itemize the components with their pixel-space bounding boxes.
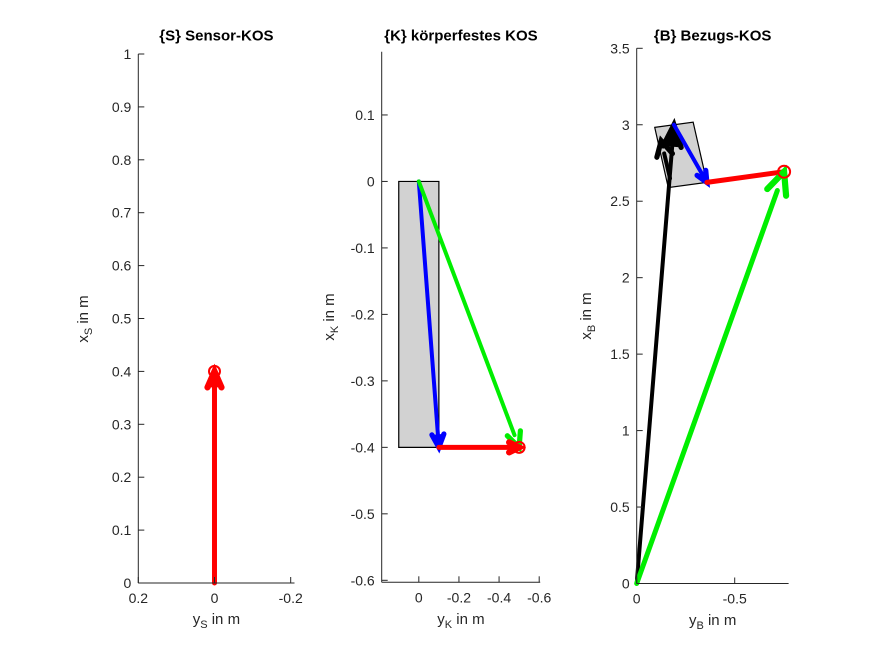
y-tick-label: 0.1 bbox=[112, 522, 132, 538]
y-tick-label: -0.3 bbox=[351, 373, 375, 389]
ylabel-unit: in m bbox=[578, 292, 595, 325]
xlabel-sub: B bbox=[696, 620, 704, 632]
ylabel-var: x bbox=[75, 334, 92, 343]
y-tick-label: 0.3 bbox=[112, 416, 132, 432]
xlabel-sub: S bbox=[200, 619, 208, 631]
target-resultant-arrow-shaft bbox=[416, 179, 517, 438]
ylabel-sub: K bbox=[329, 325, 341, 334]
y-tick-label: -0.5 bbox=[351, 506, 375, 522]
vehicle-heading-arrow bbox=[654, 135, 676, 181]
sensor-mount-arrow-shaft bbox=[671, 122, 705, 177]
subplot-b-ylabel: xB in m bbox=[578, 292, 598, 339]
y-tick-label: -0.1 bbox=[351, 240, 375, 256]
y-tick-label: 0 bbox=[124, 575, 132, 591]
target-resultant-arrow bbox=[634, 164, 790, 586]
y-tick-label: 2 bbox=[622, 270, 630, 286]
sensor-measurement-arrow bbox=[704, 169, 787, 185]
x-tick-label: 0 bbox=[415, 589, 423, 605]
vehicle-heading-arrow-head bbox=[654, 135, 676, 160]
target-marker bbox=[777, 164, 792, 179]
y-tick-label: 1.5 bbox=[610, 346, 630, 362]
vehicle-heading-arrow-shaft bbox=[662, 151, 673, 181]
ylabel-unit: in m bbox=[75, 294, 92, 328]
y-tick-label: 1 bbox=[124, 46, 132, 62]
subplot-s-xlabel: yS in m bbox=[193, 611, 240, 631]
subplot-S: 00.10.20.30.40.50.60.70.80.910.2 0 -0.2 bbox=[112, 46, 303, 606]
subplot-k-ylabel: xK in m bbox=[321, 293, 341, 340]
subplot-s-title: {S} Sensor-KOS bbox=[159, 27, 274, 45]
x-tick-label: 0 bbox=[211, 590, 219, 606]
sensor-measurement-arrow-head bbox=[506, 439, 527, 456]
y-tick-label: -0.6 bbox=[351, 572, 375, 588]
subplot-b-title: {B} Bezugs-KOS bbox=[653, 27, 772, 45]
y-tick-label: 0.8 bbox=[112, 152, 132, 168]
target-resultant-arrow-shaft bbox=[634, 188, 780, 586]
ylabel-var: x bbox=[321, 333, 338, 341]
y-tick-label: 0.5 bbox=[112, 311, 132, 327]
xlabel-var: y bbox=[192, 611, 201, 628]
y-tick-label: -0.2 bbox=[351, 306, 375, 322]
x-tick-label: -0.4 bbox=[487, 589, 511, 605]
sensor-measurement-arrow bbox=[436, 439, 527, 456]
y-tick-label: 1 bbox=[622, 423, 630, 439]
y-tick-label: 0.4 bbox=[112, 363, 132, 379]
y-tick-label: 3.5 bbox=[610, 40, 630, 56]
xlabel-var: y bbox=[437, 611, 445, 628]
y-tick-label: 0.5 bbox=[610, 499, 630, 515]
x-tick-label: -0.5 bbox=[723, 591, 747, 607]
xlabel-unit: in m bbox=[452, 611, 485, 628]
subplot-K: 0.1 0 -0.1 -0.2 -0.3 -0.4 -0.5 -0.6 0 -0.2 -0.4 -0.… bbox=[351, 51, 551, 605]
y-tick-label: 0.7 bbox=[112, 205, 132, 221]
x-tick-label: 0 bbox=[633, 591, 641, 607]
y-tick-label: 0.2 bbox=[112, 469, 132, 485]
y-tick-label: 0 bbox=[367, 173, 375, 189]
x-tick-label: -0.6 bbox=[527, 589, 551, 605]
target-marker bbox=[207, 364, 221, 378]
xlabel-var: y bbox=[688, 612, 697, 629]
sensor-mount-arrow-shaft bbox=[416, 179, 441, 439]
subplot-s-ylabel: xS in m bbox=[75, 295, 95, 342]
subplot-k-xlabel: yK in m bbox=[437, 611, 484, 631]
x-tick-label: 0.2 bbox=[129, 590, 149, 606]
ylabel-sub: B bbox=[586, 324, 598, 333]
ylabel-unit: in m bbox=[321, 293, 338, 326]
y-tick-label: 2.5 bbox=[610, 193, 630, 209]
sensor-measurement-arrow-shaft bbox=[704, 169, 787, 185]
x-tick-label: -0.2 bbox=[447, 589, 471, 605]
vehicle-position-arrow-shaft bbox=[634, 142, 675, 586]
subplot-B: 0 0.5 1 1.5 2 2.5 3 3.5 0 -0.5 bbox=[610, 40, 792, 607]
sensor-measurement-arrow-head bbox=[204, 363, 225, 391]
subplot-b-xlabel: yB in m bbox=[689, 612, 736, 632]
y-tick-label: -0.4 bbox=[351, 439, 375, 455]
ylabel-sub: S bbox=[83, 327, 95, 335]
ylabel-var: x bbox=[578, 332, 595, 340]
y-tick-label: 0.1 bbox=[355, 107, 375, 123]
y-tick-label: 0.9 bbox=[112, 99, 132, 115]
xlabel-unit: in m bbox=[207, 611, 241, 628]
xlabel-sub: K bbox=[444, 619, 453, 631]
target-resultant-arrow-head bbox=[764, 164, 790, 199]
xlabel-unit: in m bbox=[703, 612, 737, 629]
target-marker bbox=[512, 440, 526, 454]
y-tick-label: 0.6 bbox=[112, 258, 132, 274]
x-tick-label: -0.2 bbox=[279, 590, 303, 606]
y-tick-label: 3 bbox=[622, 117, 630, 133]
subplot-k-title: {K} körperfestes KOS bbox=[384, 27, 538, 45]
sensor-measurement-arrow bbox=[204, 363, 225, 586]
y-tick-label: 0 bbox=[622, 576, 630, 592]
